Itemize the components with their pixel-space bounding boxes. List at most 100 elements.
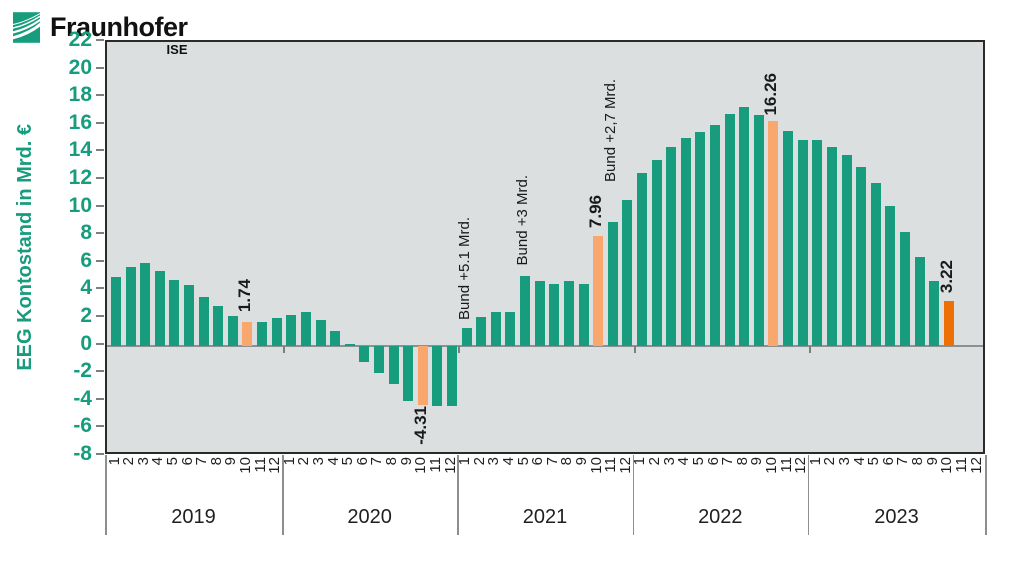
bar-2022-3 [666,146,677,346]
bar-2020-11 [432,345,443,407]
y-axis-tick-label: -2 [73,359,92,383]
year-separator-line [282,455,284,535]
bar-2020-12 [447,345,458,407]
bar-2019-4 [154,271,165,346]
x-axis-month-label: 7 [719,457,737,466]
x-axis-year-label: 2022 [698,506,743,528]
y-axis-tick-mark [96,204,104,207]
bar-2020-1 [286,315,297,346]
bar-2022-9 [753,115,764,346]
x-axis-month-label: 1 [456,457,474,466]
bar-2020-4 [330,331,341,346]
y-axis-tick-label: -6 [73,414,92,438]
y-axis-title-text: EEG Kontostand in Mrd. € [13,123,36,371]
y-axis-tick-label: -8 [73,442,92,465]
x-axis-month-label: 5 [865,457,883,466]
y-axis-tick-label: 8 [80,221,92,245]
y-axis-tick-mark [96,453,104,455]
bar-2021-7 [549,284,560,346]
year-separator-line [105,455,107,535]
bar-2022-6 [710,125,721,346]
bar-2020-10 [417,345,428,406]
y-axis-tick-mark [96,425,104,428]
y-axis-tick-mark [96,149,104,152]
zero-line-year-tick [633,345,636,353]
x-axis-month-label: 11 [952,457,970,473]
bar-2022-2 [651,159,662,346]
bar-2019-2 [125,266,136,346]
bar-2023-1 [812,139,823,346]
y-axis-tick-mark [96,39,104,41]
x-axis-year-label: 2023 [874,506,919,528]
x-axis-month-label: 12 [967,457,985,474]
x-axis-month-label: 11 [602,457,620,473]
zero-line-year-tick [808,345,811,353]
bar-2021-9 [578,284,589,346]
bar-2022-10 [768,121,779,346]
y-axis-tick-label: 6 [80,248,92,272]
y-axis-tick-label: -4 [73,386,92,410]
annotation-2019-10: 1.74 [235,278,255,312]
x-axis-month-label: 8 [383,457,401,466]
x-axis-month-label: 8 [909,457,927,466]
bar-2021-1 [461,328,472,346]
y-axis-tick-mark [96,370,104,373]
x-axis-month-label: 5 [689,457,707,466]
bar-2020-7 [373,345,384,374]
bar-2021-6 [534,280,545,346]
bar-2022-7 [724,113,735,346]
bar-2020-2 [300,312,311,346]
x-axis-month-label: 10 [762,457,780,474]
annotation-2020-10: -4.31 [410,406,430,445]
annotation-2023-10: 3.22 [936,260,956,294]
x-axis-month-label: 3 [310,457,328,466]
bar-2021-12 [622,200,633,346]
bar-2023-5 [870,183,881,346]
logo-institute-text: ISE [166,42,188,57]
bar-2021-4 [505,311,516,346]
bar-2019-6 [184,284,195,346]
x-axis-month-label: 9 [573,457,591,466]
bar-2022-8 [739,106,750,346]
annotation-2021-10: 7.96 [586,194,606,228]
fraunhofer-logo-icon [10,12,42,48]
y-axis-tick-label: 16 [68,110,92,134]
bar-2019-10 [242,321,253,346]
y-axis-tick-label: 10 [68,193,92,217]
zero-axis-line [107,344,983,347]
fraunhofer-logo: Fraunhofer ISE [10,12,188,57]
bar-2020-3 [315,320,326,346]
y-axis-tick-label: 22 [68,28,92,51]
bar-2021-5 [520,275,531,346]
bar-2022-5 [695,131,706,346]
year-separator-line [632,455,635,535]
x-axis-month-label: 11 [426,457,444,473]
x-axis-month-label: 6 [529,457,547,466]
bar-2020-6 [359,345,370,363]
x-axis-month-label: 7 [193,457,211,466]
bar-2023-9 [929,281,940,346]
y-axis-tick-mark [96,397,104,400]
bar-2021-11 [607,222,618,346]
annotation-2022-10: 16.26 [761,72,781,116]
bar-2020-9 [403,345,414,401]
plot-area [105,40,985,454]
logo-brand-text: Fraunhofer [50,12,188,42]
x-axis-year-label: 2021 [522,506,568,528]
y-axis-tick-label: 12 [68,166,92,189]
bar-2019-3 [140,263,151,346]
bar-2021-2 [476,316,487,346]
y-axis-tick-mark [96,177,104,179]
y-axis-tick-label: 20 [68,55,92,79]
bar-2023-6 [885,205,896,346]
x-axis-month-label: 12 [792,457,810,474]
bar-2019-5 [169,280,180,346]
y-axis-tick-mark [96,342,104,345]
y-axis-tick-label: 4 [80,276,92,300]
x-axis-year-label: 2019 [171,506,216,528]
y-axis-tick-label: 2 [80,304,92,327]
bar-2019-1 [111,276,121,346]
x-axis-month-label: 5 [339,457,357,466]
bar-2022-1 [636,173,647,346]
